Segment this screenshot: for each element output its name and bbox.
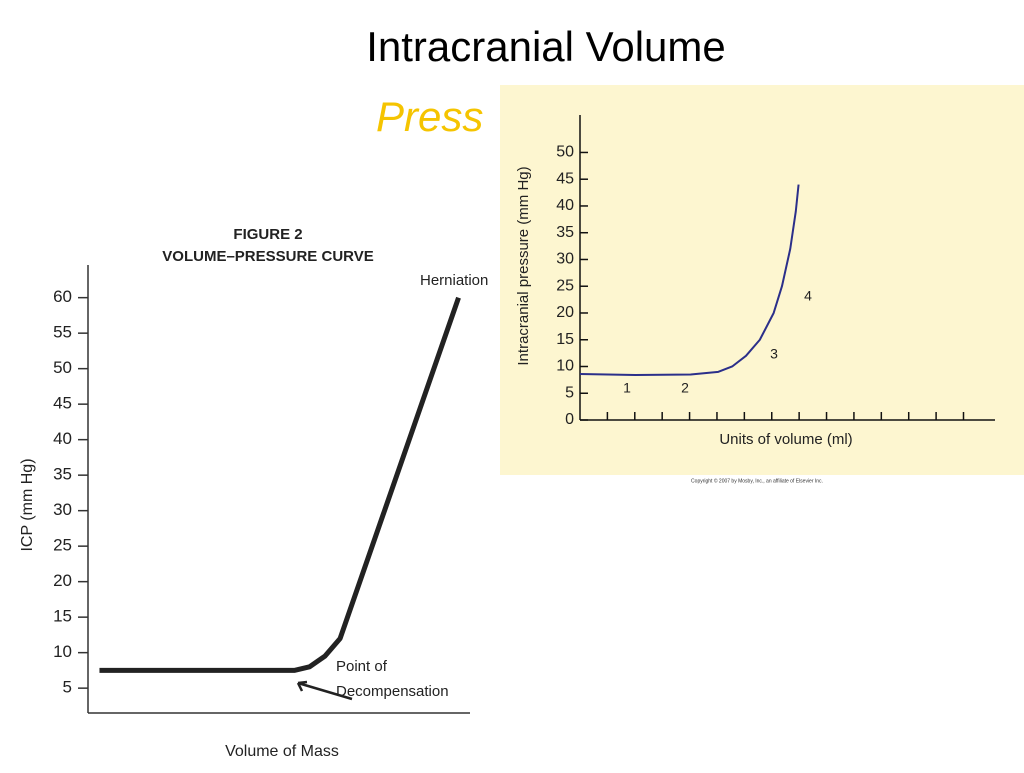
y-tick-label: 20: [556, 304, 574, 321]
chart-subtitle: VOLUME–PRESSURE CURVE: [162, 248, 373, 265]
slide-subtitle: Press: [376, 93, 483, 140]
y-tick-label: 35: [556, 224, 574, 241]
annotation: Herniation: [420, 272, 488, 289]
annotation: 1: [623, 380, 631, 396]
figure-background: [500, 85, 1024, 475]
y-tick-label: 30: [53, 500, 72, 519]
x-axis-label: Volume of Mass: [225, 743, 339, 760]
annotation: Decompensation: [336, 683, 449, 700]
y-tick-label: 10: [53, 642, 72, 661]
y-axis-label: Intracranial pressure (mm Hg): [515, 166, 532, 365]
y-tick-label: 30: [556, 251, 574, 268]
chart-right: 0 5 10 15 20 25 30 35 40 45 50 Intracranial pressur…: [515, 115, 995, 484]
y-tick-label: 40: [53, 429, 72, 448]
annotation: 4: [804, 288, 812, 304]
copyright-note: Copyright © 2007 by Mosby, Inc., an affi…: [691, 477, 823, 484]
y-tick-label: 35: [53, 465, 72, 484]
y-tick-label: 5: [63, 678, 72, 697]
y-tick-label: 60: [53, 287, 72, 306]
annotation: 2: [681, 380, 689, 396]
y-tick-label: 15: [556, 331, 574, 348]
y-axis-label: ICP (mm Hg): [19, 458, 36, 551]
y-tick-label: 5: [565, 384, 574, 401]
y-tick-label: 45: [556, 170, 574, 187]
y-tick-label: 10: [556, 358, 574, 375]
y-tick-label: 50: [556, 144, 574, 161]
y-tick-label: 25: [556, 277, 574, 294]
line: [579, 184, 800, 377]
y-tick-label: 20: [53, 571, 72, 590]
x-axis-label: Units of volume (ml): [719, 431, 852, 448]
y-tick-label: 25: [53, 536, 72, 555]
slide-title: Intracranial Volume: [366, 23, 726, 70]
y-tick-label: 55: [53, 323, 72, 342]
y-tick-label: 40: [556, 197, 574, 214]
annotation: Point of: [336, 658, 388, 675]
y-tick-label: 0: [565, 411, 574, 428]
arrow: [296, 680, 353, 701]
y-tick-label: 50: [53, 358, 72, 377]
chart-title: FIGURE 2: [233, 226, 302, 243]
chart-left: 5 10 15 20 25 30 35 40 45 50 55 60 FIGURE 2 VOLUME–PR…: [19, 226, 488, 760]
y-tick-label: 15: [53, 607, 72, 626]
line: [99, 296, 461, 673]
y-tick-label: 45: [53, 394, 72, 413]
annotation: 3: [770, 346, 778, 362]
